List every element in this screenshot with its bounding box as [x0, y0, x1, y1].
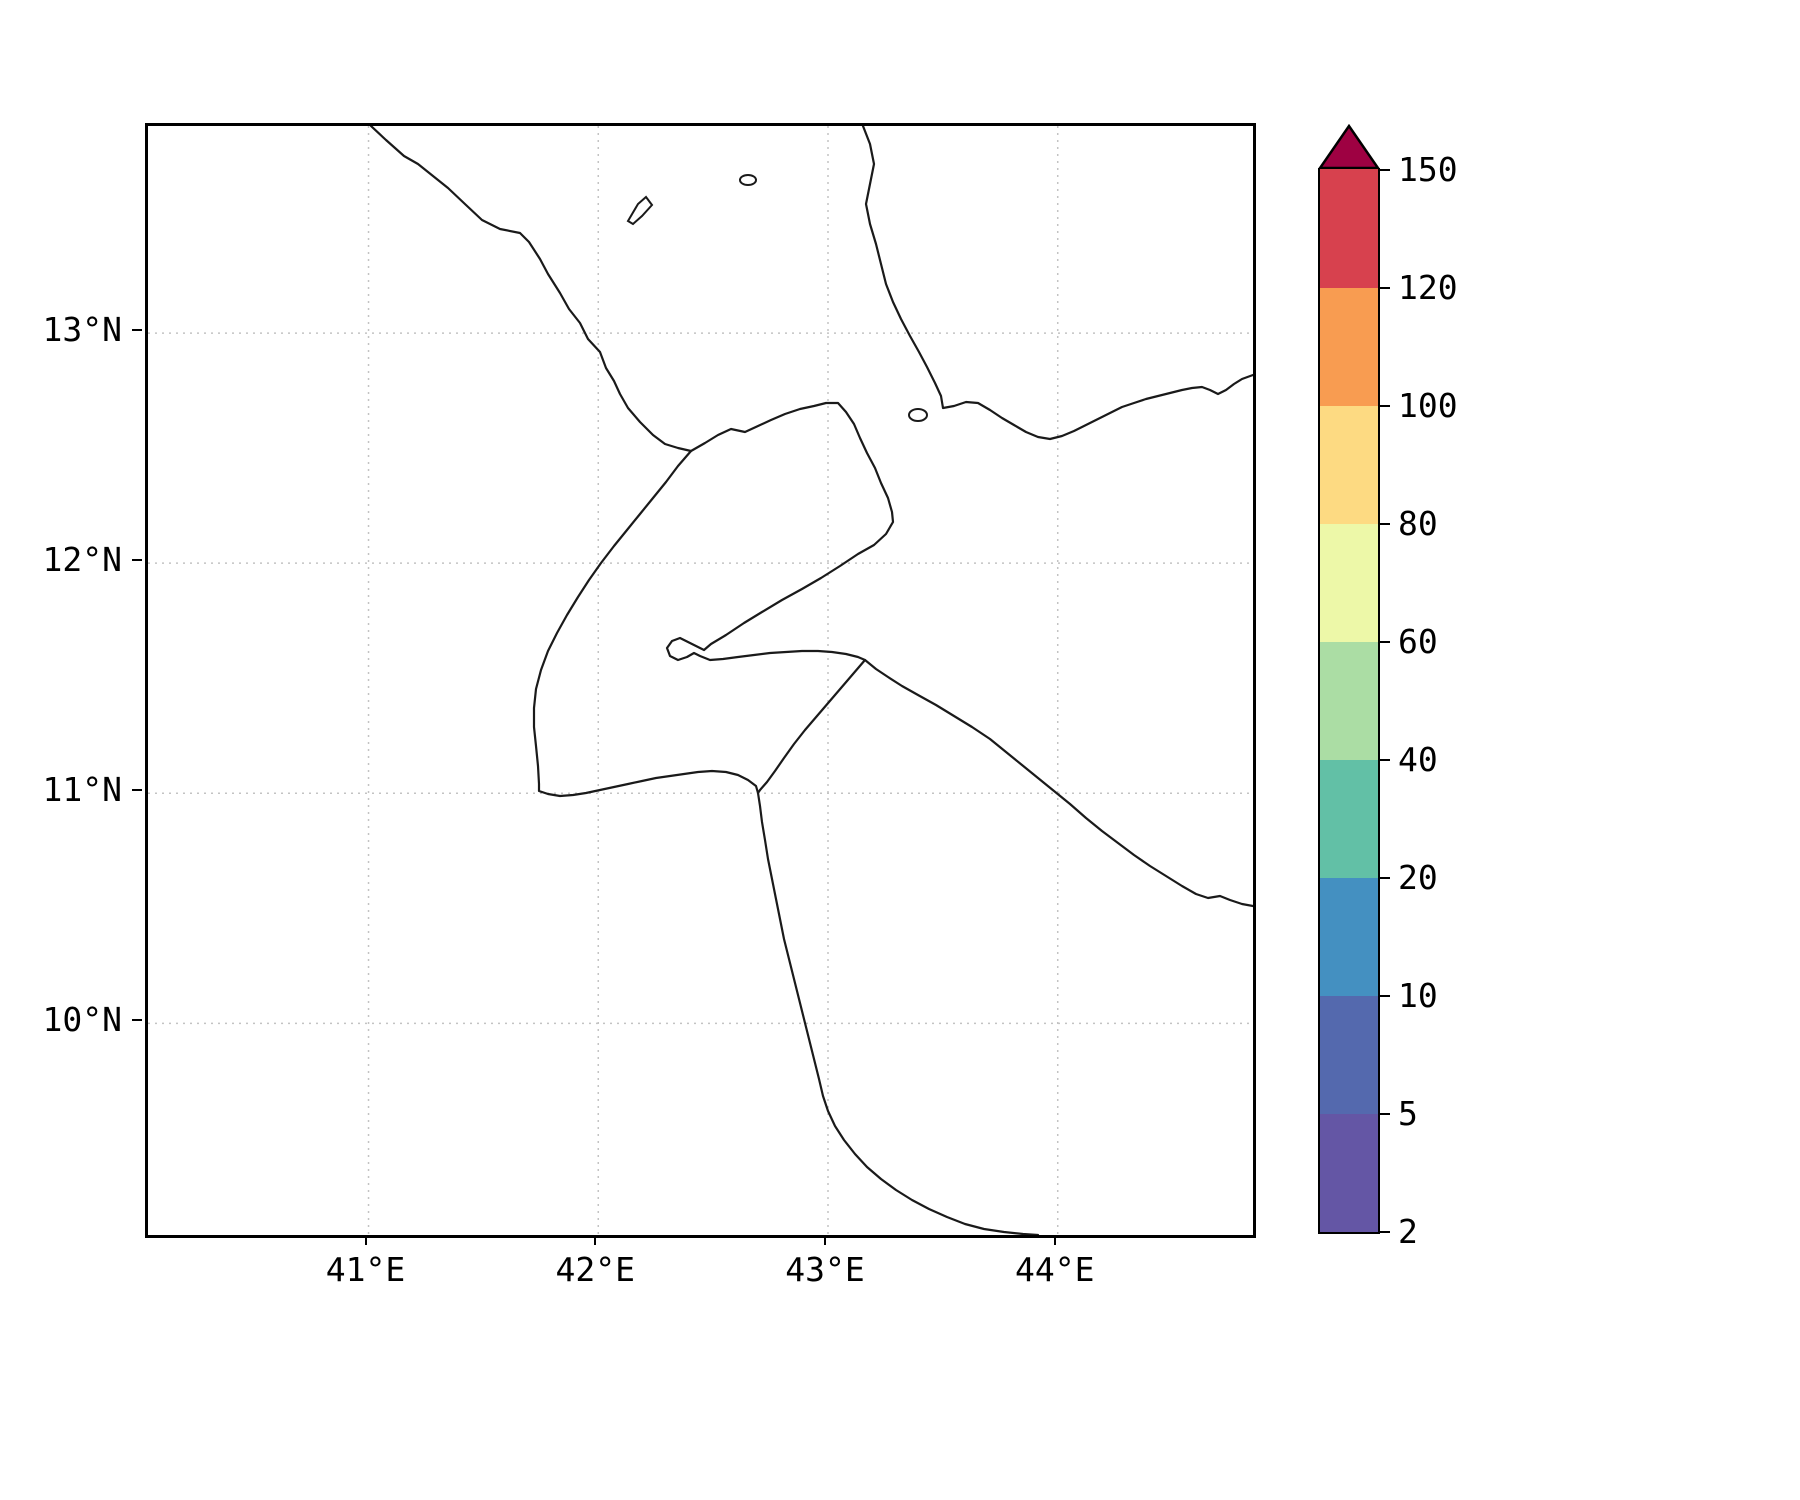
x-tick-label: 41°E — [325, 1250, 406, 1289]
island-perim-icon — [908, 408, 928, 422]
colorbar-tick-mark — [1380, 1231, 1390, 1233]
map-canvas — [148, 126, 1253, 1235]
island-hanish-icon — [626, 195, 654, 226]
coastline-africa-red-sea-gulf-of-tadjoura — [369, 126, 1253, 908]
map-plot-area — [145, 123, 1256, 1238]
colorbar-band-60-80 — [1320, 523, 1378, 642]
colorbar-band-80-100 — [1320, 405, 1378, 524]
gridlines — [148, 126, 1253, 1235]
colorbar-band-20-40 — [1320, 759, 1378, 878]
colorbar-tick-label: 80 — [1398, 504, 1438, 543]
coastlines-and-borders — [369, 126, 1253, 1235]
colorbar-tick-label: 40 — [1398, 740, 1438, 779]
y-tick-mark — [132, 1019, 142, 1022]
border-eritrea-djibouti-ethiopia — [532, 449, 1040, 1235]
colorbar-band-10-20 — [1320, 877, 1378, 996]
coastline-arabia-yemen — [861, 126, 1253, 441]
colorbar-band-2-5 — [1320, 1113, 1378, 1232]
colorbar-tick-label: 2 — [1398, 1212, 1418, 1251]
colorbar-tick-mark — [1380, 523, 1390, 525]
colorbar-band-120-150 — [1320, 169, 1378, 288]
colorbar-tick-mark — [1380, 405, 1390, 407]
x-tick-label: 42°E — [555, 1250, 635, 1289]
colorbar-tick-label: 150 — [1398, 150, 1458, 189]
y-tick-label: 13°N — [42, 310, 122, 350]
colorbar-tick-mark — [1380, 877, 1390, 879]
y-tick-mark — [132, 559, 142, 562]
x-tick-mark — [824, 1235, 826, 1245]
colorbar-tick-mark — [1380, 995, 1390, 997]
colorbar-tick-mark — [1380, 287, 1390, 289]
y-tick-label: 10°N — [42, 1000, 122, 1040]
colorbar-tick-mark — [1380, 641, 1390, 643]
x-tick-mark — [364, 1235, 367, 1245]
colorbar-over-arrow — [1318, 124, 1380, 170]
colorbar-bands — [1320, 169, 1378, 1232]
x-tick-mark — [1053, 1235, 1056, 1245]
colorbar-band-40-60 — [1320, 641, 1378, 760]
colorbar-tick-mark — [1380, 1113, 1390, 1115]
colorbar-tick-label: 120 — [1398, 268, 1458, 307]
colorbar-tick-label: 10 — [1398, 976, 1438, 1015]
colorbar-tick-mark — [1380, 759, 1390, 761]
y-tick-label: 12°N — [42, 540, 122, 580]
x-tick-label: 44°E — [1014, 1250, 1095, 1289]
y-tick-mark — [132, 789, 142, 792]
y-tick-label: 11°N — [42, 770, 122, 810]
x-tick-label: 43°E — [785, 1250, 865, 1289]
colorbar-band-100-120 — [1320, 287, 1378, 406]
colorbar — [1318, 168, 1380, 1234]
x-tick-mark — [594, 1235, 597, 1245]
y-tick-mark — [132, 329, 142, 332]
colorbar-band-5-10 — [1320, 995, 1378, 1114]
colorbar-tick-label: 5 — [1398, 1094, 1418, 1133]
colorbar-tick-label: 100 — [1398, 386, 1458, 425]
colorbar-tick-mark — [1380, 169, 1390, 171]
colorbar-tick-label: 60 — [1398, 622, 1438, 661]
colorbar-tick-label: 20 — [1398, 858, 1438, 897]
border-djibouti-somalia — [756, 658, 867, 795]
island-small-red-sea-icon — [739, 174, 757, 186]
